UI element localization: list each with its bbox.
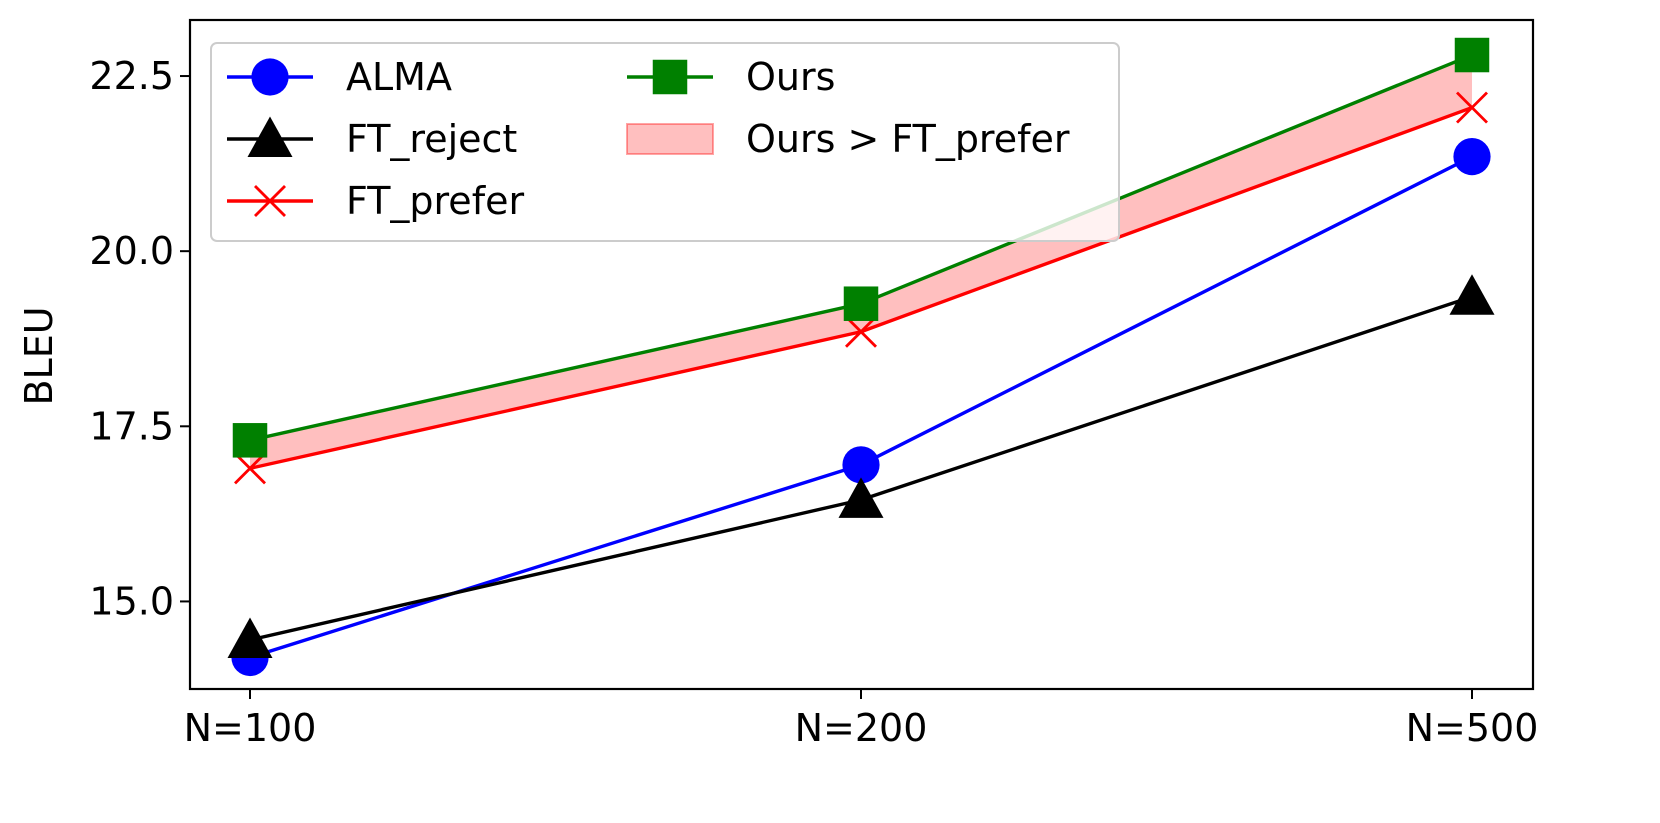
legend-item-ft-reject: FT_reject [227, 116, 517, 161]
series-ours [232, 37, 1490, 458]
point-ours-1 [843, 286, 879, 321]
point-ft-reject-0 [227, 617, 273, 658]
legend-label-ours: Ours [746, 55, 835, 99]
y-tick-label-2: 20.0 [89, 229, 174, 273]
series-ft-reject [227, 274, 1495, 658]
x-tick-label-0: N=100 [184, 706, 317, 750]
legend: ALMA FT_reject FT_prefer Ours Ours > FT_pref… [210, 42, 1120, 242]
legend-marker-ours [652, 59, 688, 95]
point-alma-2 [1453, 138, 1491, 176]
point-alma-1 [842, 446, 880, 484]
legend-marker-ft-reject [247, 116, 293, 157]
legend-label-ft-reject: FT_reject [346, 117, 517, 161]
point-ft-prefer-0 [234, 452, 266, 485]
y-axis-label: BLEU [17, 306, 61, 405]
legend-label-ours-ft-prefer: Ours > FT_prefer [746, 117, 1070, 161]
series-ft-prefer [234, 91, 1488, 485]
legend-marker-ft-prefer-stroke-b [254, 185, 286, 217]
fill-region-ours-gt-ft-prefer [250, 55, 1472, 469]
y-tick-label-3: 22.5 [89, 54, 174, 98]
legend-marker-ft-prefer [254, 185, 286, 217]
legend-label-ft-prefer: FT_prefer [346, 179, 524, 223]
point-ft-prefer-0-stroke-b [234, 452, 266, 485]
legend-item-ft-prefer: FT_prefer [227, 179, 524, 223]
point-ft-prefer-1-stroke-b [845, 315, 877, 348]
point-ours-0 [232, 423, 268, 458]
y-tick-label-0: 15.0 [89, 579, 174, 623]
legend-item-alma: ALMA [227, 55, 452, 99]
point-ours-2 [1454, 37, 1490, 73]
point-ft-prefer-2-stroke-b [1456, 91, 1488, 124]
x-tick-label-1: N=200 [795, 706, 928, 750]
legend-box [210, 42, 1120, 242]
legend-label-alma: ALMA [346, 55, 452, 99]
legend-marker-alma [251, 58, 289, 96]
y-tick-label-1: 17.5 [89, 404, 174, 448]
point-ft-reject-2 [1449, 274, 1495, 315]
legend-item-ours: Ours [627, 55, 835, 99]
x-tick-label-2: N=500 [1406, 706, 1539, 750]
legend-swatch-ours-ft-prefer [626, 123, 714, 155]
point-ft-prefer-2 [1456, 91, 1488, 124]
legend-item-ours-ft-prefer: Ours > FT_prefer [626, 117, 1070, 161]
point-ft-reject-1 [838, 477, 884, 518]
point-ft-prefer-1 [845, 315, 877, 348]
